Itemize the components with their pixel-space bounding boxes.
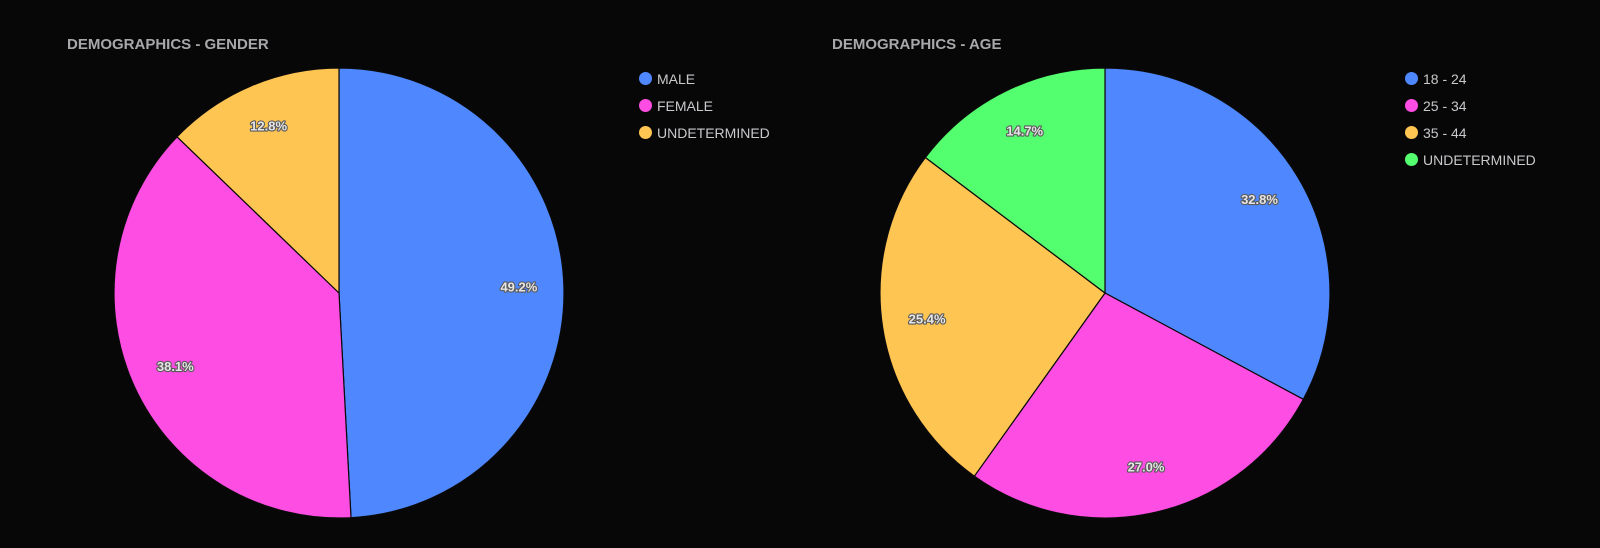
age-pie-label-18-24: 32.8% <box>1241 192 1278 207</box>
gender-chart-panel: DEMOGRAPHICS - GENDER 49.2% 38.1% 12.8% MA… <box>0 0 780 548</box>
gender-legend-item-undetermined[interactable]: UNDETERMINED <box>639 119 770 146</box>
gender-pie-chart: 49.2% 38.1% 12.8% <box>113 67 565 519</box>
age-legend-swatch-undetermined <box>1405 153 1418 166</box>
age-legend-label-18-24: 18 - 24 <box>1423 70 1467 87</box>
gender-pie-slice-male[interactable] <box>338 67 565 519</box>
gender-pie-slice-female[interactable] <box>113 135 352 519</box>
age-pie-slice-35-44[interactable] <box>879 156 1106 478</box>
gender-pie-label-undetermined: 12.8% <box>250 119 287 134</box>
gender-legend-item-female[interactable]: FEMALE <box>639 92 770 119</box>
gender-pie-label-male: 49.2% <box>500 280 537 295</box>
gender-legend-label-undetermined: UNDETERMINED <box>657 124 770 141</box>
age-pie-chart: 32.8% 27.0% 25.4% 14.7% <box>879 67 1331 519</box>
age-chart-panel: DEMOGRAPHICS - AGE 32.8% 27.0% 25.4% 14.7% … <box>780 0 1560 548</box>
age-chart-title: DEMOGRAPHICS - AGE <box>832 36 1002 53</box>
age-pie-slice-18-24[interactable] <box>1104 67 1331 401</box>
gender-pie-slice-undetermined[interactable] <box>176 67 340 295</box>
gender-legend-swatch-male <box>639 72 652 85</box>
age-pie-label-undetermined: 14.7% <box>1006 123 1043 138</box>
age-legend-label-25-34: 25 - 34 <box>1423 97 1467 114</box>
age-pie-label-25-34: 27.0% <box>1128 460 1165 475</box>
gender-legend-label-female: FEMALE <box>657 97 714 114</box>
age-legend-swatch-18-24 <box>1405 72 1418 85</box>
age-legend-label-35-44: 35 - 44 <box>1423 124 1467 141</box>
gender-legend-label-male: MALE <box>657 70 696 87</box>
age-legend-label-undetermined: UNDETERMINED <box>1423 151 1536 168</box>
age-legend-item-18-24[interactable]: 18 - 24 <box>1405 65 1536 92</box>
age-legend-item-35-44[interactable]: 35 - 44 <box>1405 119 1536 146</box>
gender-legend-swatch-female <box>639 99 652 112</box>
gender-legend: MALE FEMALE UNDETERMINED <box>639 65 770 146</box>
age-legend-item-25-34[interactable]: 25 - 34 <box>1405 92 1536 119</box>
age-pie-slice-undetermined[interactable] <box>924 67 1106 295</box>
gender-legend-item-male[interactable]: MALE <box>639 65 770 92</box>
age-legend-swatch-35-44 <box>1405 126 1418 139</box>
age-pie-slice-25-34[interactable] <box>973 292 1305 519</box>
age-legend-item-undetermined[interactable]: UNDETERMINED <box>1405 146 1536 173</box>
age-pie-label-35-44: 25.4% <box>909 312 946 327</box>
age-legend-swatch-25-34 <box>1405 99 1418 112</box>
age-legend: 18 - 24 25 - 34 35 - 44 UNDETERMINED <box>1405 65 1536 173</box>
gender-legend-swatch-undetermined <box>639 126 652 139</box>
gender-pie-label-female: 38.1% <box>157 359 194 374</box>
gender-chart-title: DEMOGRAPHICS - GENDER <box>67 36 269 53</box>
